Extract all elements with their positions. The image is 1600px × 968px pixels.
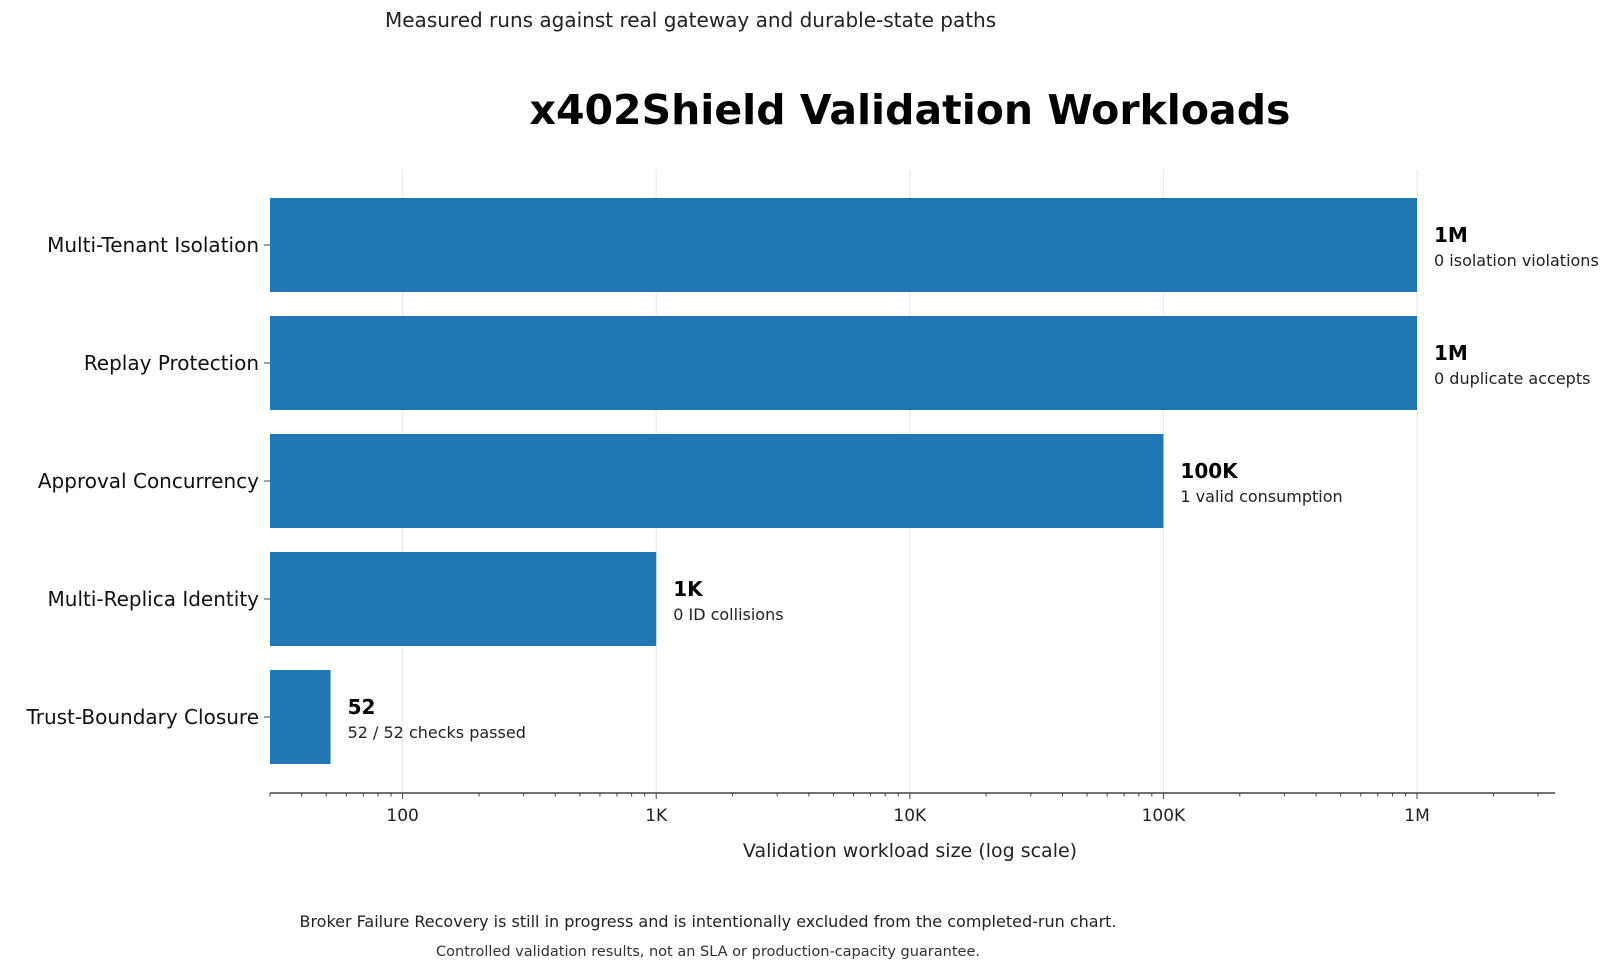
x-axis: 100 1K 10K 100K 1M: [264, 244, 1555, 826]
category-label: Approval Concurrency: [38, 469, 259, 493]
chart-title: x402Shield Validation Workloads: [530, 86, 1291, 134]
bar: [270, 552, 657, 646]
annotation-label: 52 / 52 checks passed: [348, 723, 526, 742]
x-tick-label: 1M: [1404, 806, 1429, 826]
annotation-label: 0 duplicate accepts: [1434, 369, 1590, 388]
chart-subtitle: Measured runs against real gateway and d…: [385, 8, 996, 32]
x-tick-label: 1K: [645, 806, 668, 826]
value-label: 100K: [1180, 459, 1239, 483]
x-tick-label: 100K: [1142, 806, 1186, 826]
value-label: 1M: [1434, 341, 1468, 365]
bar: [270, 670, 331, 764]
bar: [270, 434, 1164, 528]
x-tick-label: 100: [386, 806, 418, 826]
value-label: 52: [348, 695, 376, 719]
x-axis-label: Validation workload size (log scale): [743, 840, 1077, 862]
bars: [270, 198, 1418, 764]
footnote-exclusion: Broker Failure Recovery is still in prog…: [299, 912, 1116, 931]
category-label: Multi-Tenant Isolation: [47, 233, 259, 257]
value-label: 1M: [1434, 223, 1468, 247]
footnote-disclaimer: Controlled validation results, not an SL…: [436, 944, 980, 960]
bar: [270, 198, 1418, 292]
annotation-label: 1 valid consumption: [1180, 487, 1342, 506]
annotation-label: 0 ID collisions: [673, 605, 783, 624]
category-label: Replay Protection: [84, 351, 259, 375]
annotation-label: 0 isolation violations: [1434, 251, 1599, 270]
category-label: Multi-Replica Identity: [48, 587, 260, 611]
value-label: 1K: [673, 577, 704, 601]
x-tick-label: 10K: [893, 806, 927, 826]
category-label: Trust-Boundary Closure: [25, 705, 259, 729]
bar: [270, 316, 1418, 410]
bar-labels: Multi-Tenant Isolation 1M 0 isolation viol…: [25, 223, 1598, 742]
